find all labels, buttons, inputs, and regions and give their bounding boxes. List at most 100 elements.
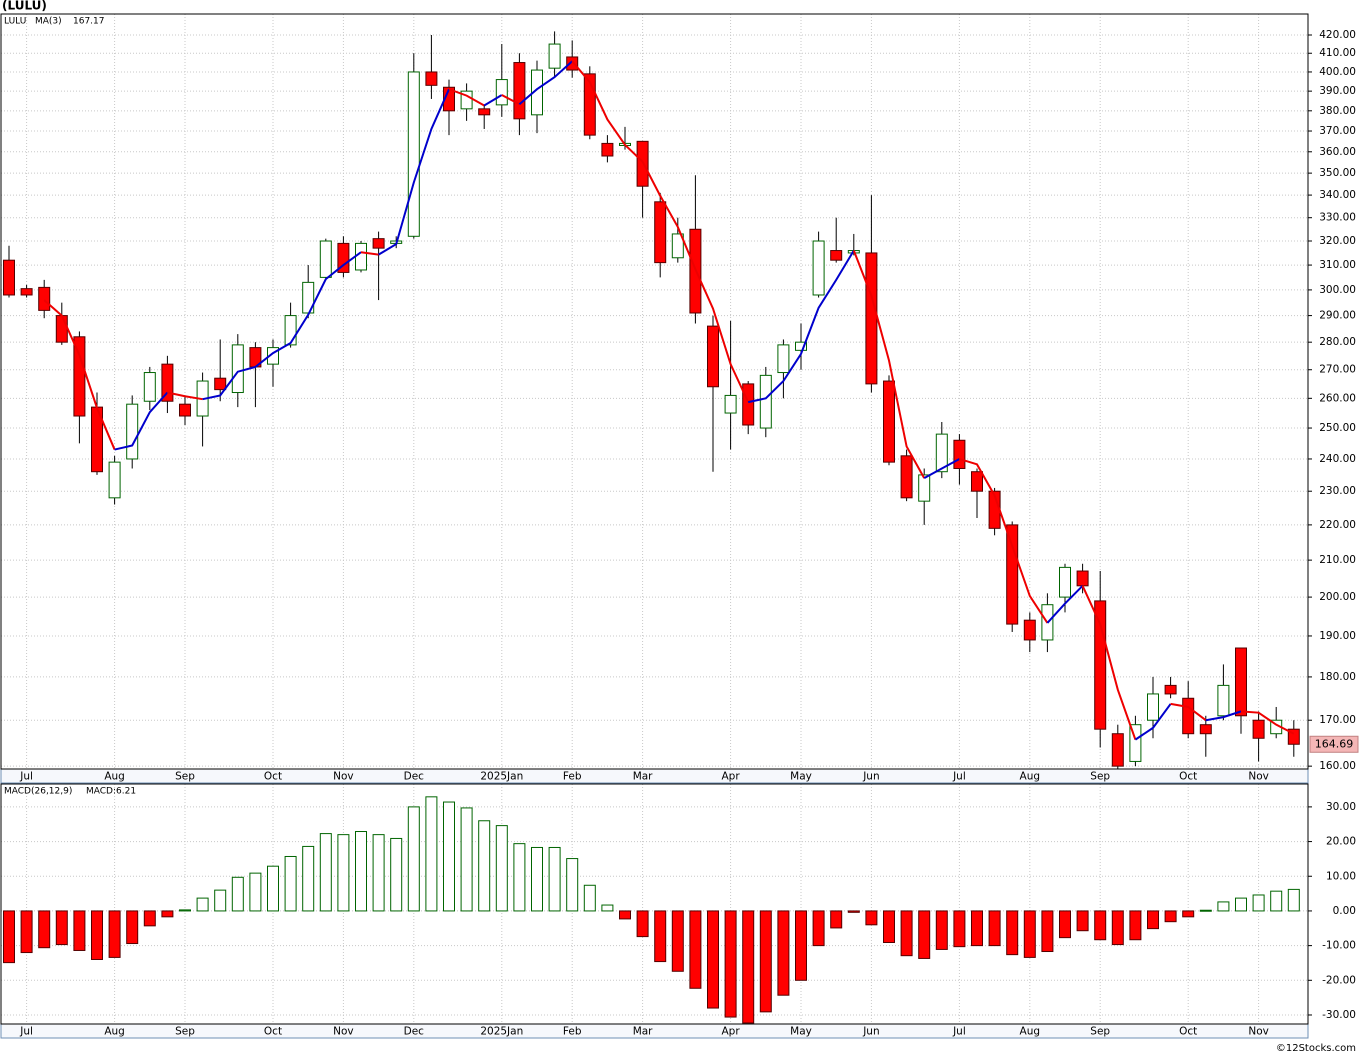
x-tick-label: Nov	[1248, 771, 1269, 783]
macd-bar	[671, 910, 684, 972]
ma-line	[959, 458, 1049, 624]
macd-bar	[231, 876, 244, 912]
ma-line	[923, 458, 960, 480]
last-price-tag	[1309, 735, 1359, 753]
ma-line	[1170, 702, 1207, 722]
x-tick-label: Jul	[19, 1026, 33, 1038]
ma-line	[852, 250, 926, 479]
x-tick-label: Apr	[722, 1026, 741, 1038]
candle-body	[671, 233, 684, 259]
legend-ma: MA(3)	[35, 17, 62, 27]
candle-body	[126, 403, 139, 460]
macd-bar	[1076, 910, 1089, 932]
ma-line	[378, 88, 450, 256]
candle-body	[267, 347, 279, 365]
candle-body	[1287, 728, 1300, 745]
macd-bar	[1252, 894, 1265, 912]
macd-bar	[724, 910, 737, 1018]
macd-bar	[619, 910, 631, 920]
legend-symbol: LULU	[4, 17, 26, 27]
y-tick-label: 160.00	[1319, 760, 1356, 772]
candle-body	[953, 439, 966, 469]
macd-bar	[935, 910, 948, 950]
x-tick-label: Nov	[1248, 1026, 1269, 1038]
macd-bar	[759, 910, 772, 1013]
candle-body	[214, 377, 227, 391]
x-tick-label: Mar	[633, 1026, 653, 1038]
macd-bar	[91, 910, 103, 960]
candle-body	[443, 86, 455, 112]
macd-bar	[284, 855, 297, 912]
candle-body	[355, 242, 367, 271]
y-tick-label: 390.00	[1319, 85, 1356, 97]
y-tick-label: 0.00	[1333, 905, 1356, 917]
candle-body	[531, 69, 543, 116]
macd-bar	[1217, 901, 1230, 912]
y-tick-label: 350.00	[1319, 167, 1356, 179]
candle-body	[1235, 647, 1247, 717]
macd-bar	[20, 910, 33, 954]
candle-body	[20, 288, 33, 296]
macd-bar	[795, 910, 807, 981]
candle-body	[73, 336, 86, 417]
x-tick-label: Aug	[1020, 771, 1041, 783]
macd-bar	[38, 910, 51, 949]
y-tick-label: 420.00	[1319, 29, 1356, 41]
macd-bar	[214, 889, 227, 912]
macd-bar	[971, 910, 983, 947]
ma-line	[571, 60, 750, 403]
ma-line	[1240, 710, 1295, 735]
x-tick-label: Oct	[1179, 771, 1197, 783]
macd-bar	[302, 845, 315, 912]
ma-line	[501, 94, 520, 106]
macd-bar	[1041, 910, 1054, 953]
candle-body	[1059, 566, 1071, 598]
y-tick-label: 230.00	[1319, 485, 1356, 497]
macd-bar	[1111, 910, 1124, 946]
ma-line	[202, 251, 362, 401]
macd-bar	[531, 846, 543, 912]
candle-body	[108, 461, 121, 499]
y-tick-label: 170.00	[1319, 714, 1356, 726]
candle-body	[407, 71, 420, 237]
macd-bar	[1147, 910, 1159, 930]
macd-bar	[1164, 910, 1177, 923]
candle-body	[38, 286, 51, 311]
macd-bar	[988, 910, 1001, 947]
macd-bar	[513, 843, 526, 912]
candle-body	[478, 108, 491, 116]
x-tick-label: Oct	[264, 771, 282, 783]
y-tick-label: 210.00	[1319, 554, 1356, 566]
candle-body	[1006, 524, 1019, 625]
ma-line	[1134, 703, 1172, 741]
month-strip	[0, 1023, 1309, 1039]
candle-body	[583, 73, 596, 136]
x-tick-label: Feb	[563, 771, 582, 783]
candle-body	[830, 250, 843, 261]
x-tick-label: Oct	[1179, 1026, 1197, 1038]
x-tick-label: Sep	[1090, 771, 1110, 783]
x-tick-label: Jul	[952, 771, 966, 783]
macd-bar	[425, 796, 438, 912]
macd-bar	[636, 910, 649, 938]
macd-bar	[3, 910, 15, 964]
macd-bar	[689, 910, 702, 989]
macd-bar	[707, 910, 719, 1009]
y-tick-label: 340.00	[1319, 189, 1356, 201]
candle-body	[935, 433, 948, 473]
candle-body	[1252, 719, 1265, 739]
candle-body	[1199, 724, 1212, 735]
x-tick-label: Aug	[104, 1026, 125, 1038]
candle-body	[1182, 697, 1195, 735]
macd-bar	[108, 910, 121, 958]
candle-body	[319, 240, 332, 278]
y-tick-label: 250.00	[1319, 422, 1356, 434]
y-tick-label: 290.00	[1319, 310, 1356, 322]
x-tick-label: Jul	[952, 1026, 966, 1038]
month-strip	[0, 768, 1309, 784]
x-tick-label: Sep	[1090, 1026, 1110, 1038]
y-tick-label: 270.00	[1319, 364, 1356, 376]
macd-bar	[143, 910, 156, 927]
macd-bar	[953, 910, 966, 948]
y-tick-label: 320.00	[1319, 235, 1356, 247]
